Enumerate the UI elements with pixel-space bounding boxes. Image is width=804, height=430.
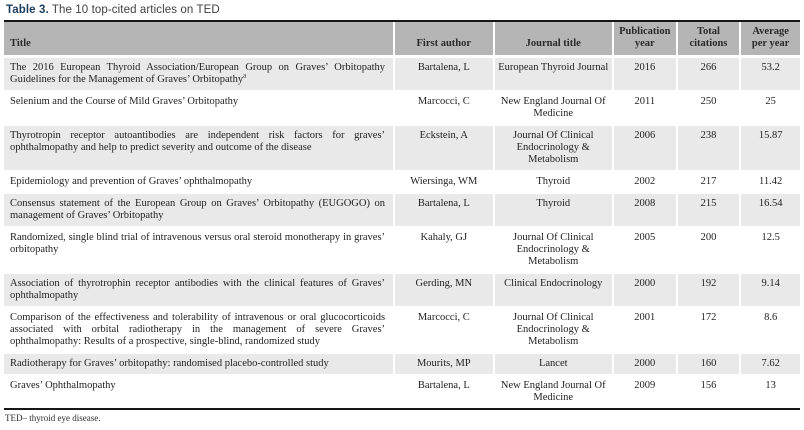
cell-title: Radiotherapy for Graves’ orbitopathy: ra… bbox=[4, 353, 396, 376]
cell-average-per-year: 16.54 bbox=[740, 193, 800, 228]
cell-total-citations: 172 bbox=[676, 307, 742, 354]
table-row: Thyrotropin receptor autoantibodies are … bbox=[4, 125, 800, 172]
cell-journal-title: Journal Of Clinical Endocrinology & Meta… bbox=[493, 227, 614, 274]
article-title: Comparison of the effectiveness and tole… bbox=[10, 312, 386, 347]
column-header-first-author: First author bbox=[394, 22, 495, 58]
column-header-total-citations: Total citations bbox=[676, 22, 742, 58]
table-caption: Table 3. The 10 top-cited articles on TE… bbox=[6, 4, 798, 16]
cell-average-per-year: 25 bbox=[740, 91, 800, 126]
cell-title: The 2016 European Thyroid Association/Eu… bbox=[4, 56, 396, 92]
cell-journal-title: Journal Of Clinical Endocrinology & Meta… bbox=[493, 125, 614, 172]
column-header-publication-year: Publication year bbox=[612, 22, 678, 58]
column-header-title: Title bbox=[4, 22, 396, 58]
article-title: The 2016 European Thyroid Association/Eu… bbox=[10, 62, 386, 85]
cell-first-author: Marcocci, C bbox=[394, 91, 495, 126]
header-row: Title First author Journal title Publica… bbox=[4, 22, 800, 58]
table-body: The 2016 European Thyroid Association/Eu… bbox=[4, 56, 800, 408]
cell-title: Consensus statement of the European Grou… bbox=[4, 193, 396, 228]
table-row: Consensus statement of the European Grou… bbox=[4, 193, 800, 228]
table-row: Comparison of the effectiveness and tole… bbox=[4, 307, 800, 354]
cell-total-citations: 160 bbox=[676, 353, 742, 376]
cell-total-citations: 200 bbox=[676, 227, 742, 274]
cell-total-citations: 238 bbox=[676, 125, 742, 172]
cell-title: Comparison of the effectiveness and tole… bbox=[4, 307, 396, 354]
table-row: Association of thyrotrophin receptor ant… bbox=[4, 273, 800, 308]
cell-total-citations: 215 bbox=[676, 193, 742, 228]
cell-average-per-year: 15.87 bbox=[740, 125, 800, 172]
cell-journal-title: New England Journal Of Medicine bbox=[493, 91, 614, 126]
cell-publication-year: 2006 bbox=[612, 125, 678, 172]
cell-total-citations: 192 bbox=[676, 273, 742, 308]
table-row: Epidemiology and prevention of Graves’ o… bbox=[4, 171, 800, 194]
table-caption-text: The 10 top-cited articles on TED bbox=[51, 4, 220, 16]
cell-title: Association of thyrotrophin receptor ant… bbox=[4, 273, 396, 308]
article-title: Consensus statement of the European Grou… bbox=[10, 198, 386, 221]
cell-first-author: Bartalena, L bbox=[394, 193, 495, 228]
cell-publication-year: 2005 bbox=[612, 227, 678, 274]
cell-title: Graves’ Ophthalmopathy bbox=[4, 375, 396, 408]
article-title: Radiotherapy for Graves’ orbitopathy: ra… bbox=[10, 358, 329, 369]
cell-average-per-year: 7.62 bbox=[740, 353, 800, 376]
cell-average-per-year: 13 bbox=[740, 375, 800, 408]
cell-publication-year: 2016 bbox=[612, 56, 678, 92]
cell-average-per-year: 9.14 bbox=[740, 273, 800, 308]
cell-publication-year: 2001 bbox=[612, 307, 678, 354]
cell-publication-year: 2011 bbox=[612, 91, 678, 126]
cell-publication-year: 2008 bbox=[612, 193, 678, 228]
cell-total-citations: 217 bbox=[676, 171, 742, 194]
cell-title: Epidemiology and prevention of Graves’ o… bbox=[4, 171, 396, 194]
table-footnote: TED– thyroid eye disease. bbox=[5, 413, 101, 423]
cell-first-author: Eckstein, A bbox=[394, 125, 495, 172]
cell-first-author: Marcocci, C bbox=[394, 307, 495, 354]
cell-title: Randomized, single blind trial of intrav… bbox=[4, 227, 396, 274]
cell-journal-title: Thyroid bbox=[493, 193, 614, 228]
table-row: The 2016 European Thyroid Association/Eu… bbox=[4, 56, 800, 92]
table-row: Radiotherapy for Graves’ orbitopathy: ra… bbox=[4, 353, 800, 376]
cell-publication-year: 2002 bbox=[612, 171, 678, 194]
cell-first-author: Kahaly, GJ bbox=[394, 227, 495, 274]
cell-first-author: Mourits, MP bbox=[394, 353, 495, 376]
cell-journal-title: Lancet bbox=[493, 353, 614, 376]
cell-journal-title: European Thyroid Journal bbox=[493, 56, 614, 92]
cited-articles-table-wrap: Title First author Journal title Publica… bbox=[4, 20, 800, 410]
cell-average-per-year: 8.6 bbox=[740, 307, 800, 354]
cell-title: Selenium and the Course of Mild Graves’ … bbox=[4, 91, 396, 126]
table-row: Graves’ Ophthalmopathy Bartalena, L New … bbox=[4, 375, 800, 408]
article-title: Association of thyrotrophin receptor ant… bbox=[10, 278, 386, 301]
cell-title: Thyrotropin receptor autoantibodies are … bbox=[4, 125, 396, 172]
cell-journal-title: Thyroid bbox=[493, 171, 614, 194]
table-row: Randomized, single blind trial of intrav… bbox=[4, 227, 800, 274]
table-row: Selenium and the Course of Mild Graves’ … bbox=[4, 91, 800, 126]
cell-journal-title: Journal Of Clinical Endocrinology & Meta… bbox=[493, 307, 614, 354]
cell-publication-year: 2000 bbox=[612, 353, 678, 376]
cell-first-author: Bartalena, L bbox=[394, 56, 495, 92]
cell-publication-year: 2000 bbox=[612, 273, 678, 308]
cell-first-author: Bartalena, L bbox=[394, 375, 495, 408]
table-header: Title First author Journal title Publica… bbox=[4, 22, 800, 58]
table-caption-label: Table 3. bbox=[6, 4, 49, 16]
footnote-marker: a bbox=[243, 71, 247, 80]
cell-first-author: Gerding, MN bbox=[394, 273, 495, 308]
cell-publication-year: 2009 bbox=[612, 375, 678, 408]
cell-total-citations: 250 bbox=[676, 91, 742, 126]
cell-average-per-year: 12.5 bbox=[740, 227, 800, 274]
cell-total-citations: 156 bbox=[676, 375, 742, 408]
article-title: Selenium and the Course of Mild Graves’ … bbox=[10, 96, 239, 107]
cited-articles-table: Title First author Journal title Publica… bbox=[4, 22, 800, 408]
cell-average-per-year: 11.42 bbox=[740, 171, 800, 194]
cell-first-author: Wiersinga, WM bbox=[394, 171, 495, 194]
column-header-average-per-year: Average per year bbox=[740, 22, 800, 58]
article-title: Thyrotropin receptor autoantibodies are … bbox=[10, 130, 386, 153]
article-title: Epidemiology and prevention of Graves’ o… bbox=[10, 176, 253, 187]
cell-average-per-year: 53.2 bbox=[740, 56, 800, 92]
article-title: Randomized, single blind trial of intrav… bbox=[10, 232, 386, 255]
cell-journal-title: New England Journal Of Medicine bbox=[493, 375, 614, 408]
column-header-journal-title: Journal title bbox=[493, 22, 614, 58]
cell-journal-title: Clinical Endocrinology bbox=[493, 273, 614, 308]
cell-total-citations: 266 bbox=[676, 56, 742, 92]
article-title: Graves’ Ophthalmopathy bbox=[10, 380, 116, 391]
